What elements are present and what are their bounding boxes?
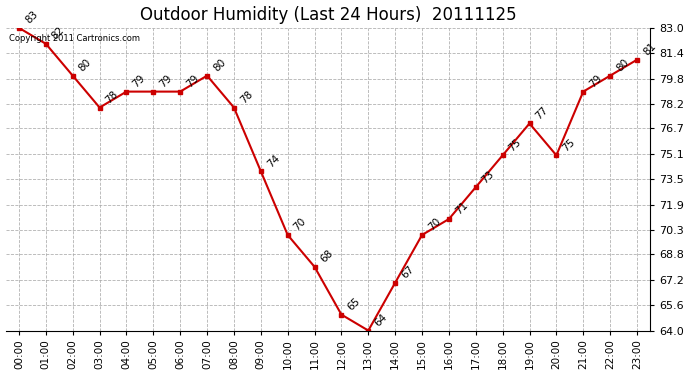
Text: 77: 77: [533, 105, 550, 121]
Text: 79: 79: [184, 73, 201, 90]
Text: 71: 71: [453, 200, 469, 217]
Text: 70: 70: [426, 216, 442, 233]
Text: 70: 70: [292, 216, 308, 233]
Text: 64: 64: [373, 312, 389, 328]
Text: 80: 80: [614, 57, 631, 74]
Text: 82: 82: [50, 25, 66, 42]
Text: 79: 79: [587, 73, 604, 90]
Text: 80: 80: [77, 57, 93, 74]
Title: Outdoor Humidity (Last 24 Hours)  20111125: Outdoor Humidity (Last 24 Hours) 2011112…: [139, 6, 516, 24]
Text: 75: 75: [506, 137, 523, 153]
Text: 75: 75: [560, 137, 577, 153]
Text: 79: 79: [157, 73, 174, 90]
Text: 68: 68: [319, 248, 335, 265]
Text: 65: 65: [346, 296, 362, 312]
Text: 83: 83: [23, 9, 39, 26]
Text: 81: 81: [641, 41, 658, 58]
Text: 74: 74: [265, 153, 282, 169]
Text: 79: 79: [130, 73, 147, 90]
Text: 73: 73: [480, 169, 496, 185]
Text: 67: 67: [400, 264, 416, 280]
Text: 78: 78: [104, 89, 120, 105]
Text: Copyright 2011 Cartronics.com: Copyright 2011 Cartronics.com: [9, 34, 140, 43]
Text: 78: 78: [238, 89, 255, 105]
Text: 80: 80: [211, 57, 228, 74]
